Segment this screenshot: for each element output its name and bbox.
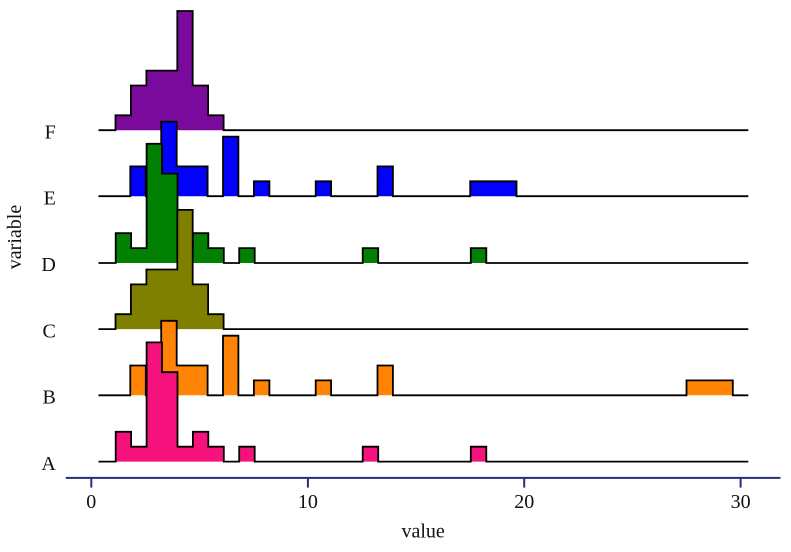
- svg-text:30: 30: [731, 491, 751, 513]
- svg-text:C: C: [42, 320, 55, 342]
- svg-text:20: 20: [514, 491, 534, 513]
- svg-text:F: F: [45, 121, 56, 143]
- svg-text:E: E: [44, 187, 56, 209]
- svg-text:10: 10: [298, 491, 318, 513]
- svg-text:0: 0: [86, 491, 96, 513]
- svg-text:variable: variable: [4, 205, 26, 270]
- svg-text:D: D: [41, 254, 55, 276]
- svg-text:B: B: [42, 387, 55, 409]
- svg-text:value: value: [401, 520, 444, 542]
- svg-text:A: A: [41, 453, 56, 475]
